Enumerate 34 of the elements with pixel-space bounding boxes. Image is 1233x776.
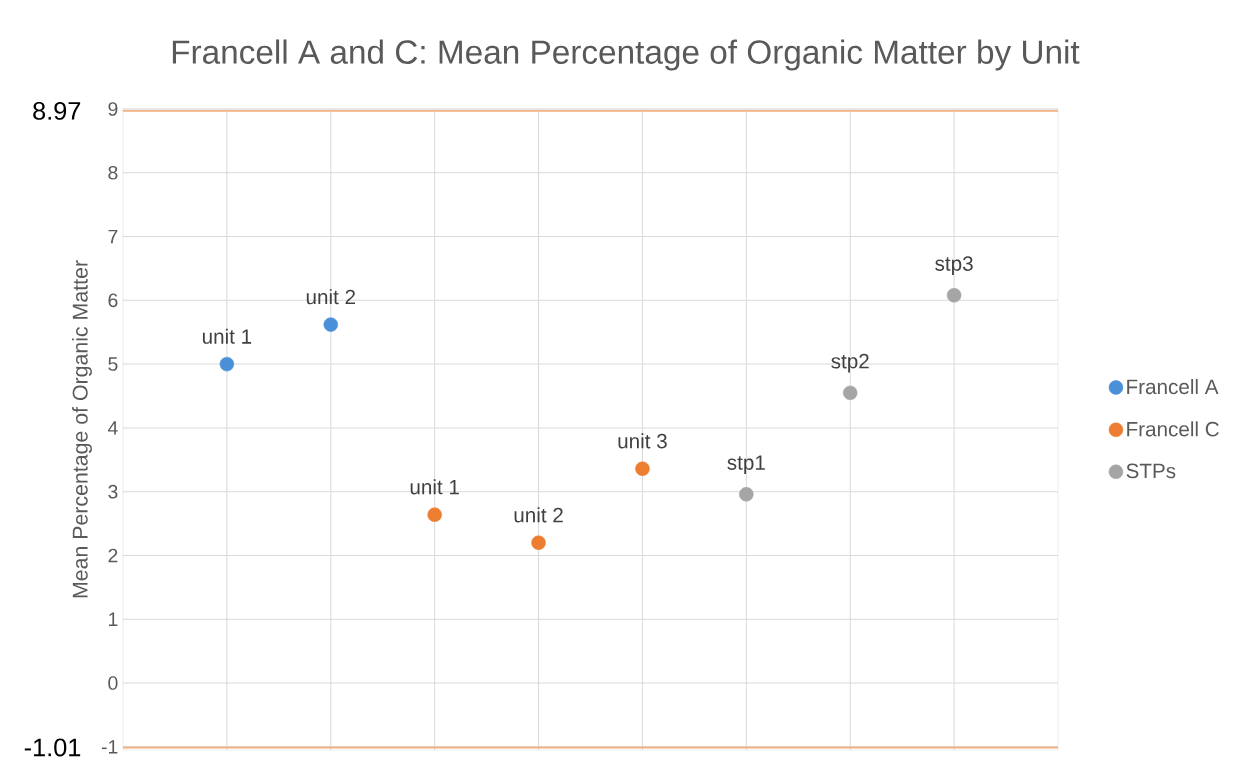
legend-label: STPs bbox=[1126, 463, 1176, 479]
data-label: stp3 bbox=[935, 256, 973, 275]
y-tick-label: 0 bbox=[108, 676, 118, 690]
point bbox=[323, 317, 338, 332]
y-tick-label: 1 bbox=[109, 612, 118, 626]
y-tick-label: 2 bbox=[108, 548, 118, 563]
point bbox=[531, 535, 546, 550]
ref-line-label: 8.97 bbox=[33, 101, 81, 120]
data-label: unit 2 bbox=[514, 507, 563, 523]
point bbox=[739, 487, 754, 502]
y-tick-label: -1 bbox=[101, 740, 118, 754]
y-tick-label: 5 bbox=[108, 357, 118, 371]
data-label: unit 2 bbox=[306, 289, 355, 305]
legend-label: Francell A bbox=[1127, 378, 1219, 395]
chart-title: Francell A and C: Mean Percentage of Organic Matter by Unit bbox=[172, 39, 1080, 71]
ref-line-label: -1.01 bbox=[24, 738, 81, 757]
y-tick-label: 3 bbox=[108, 484, 118, 499]
y-tick-label: 6 bbox=[108, 293, 118, 308]
point bbox=[635, 461, 650, 476]
point bbox=[946, 288, 962, 303]
y-tick-label: 7 bbox=[108, 229, 118, 244]
y-tick-label: 4 bbox=[107, 421, 118, 435]
point bbox=[427, 507, 442, 522]
data-label: stp1 bbox=[727, 455, 765, 474]
legend-label: Francell C bbox=[1127, 421, 1219, 437]
data-label: unit 3 bbox=[618, 433, 667, 449]
point bbox=[843, 385, 858, 401]
point bbox=[219, 356, 235, 372]
y-axis-title: Mean Percentage of Organic Matter bbox=[72, 260, 92, 598]
y-tick-label: 8 bbox=[108, 165, 118, 180]
data-label: stp2 bbox=[831, 353, 869, 373]
data-label: unit 1 bbox=[410, 479, 459, 495]
data-label: unit 1 bbox=[202, 328, 252, 344]
y-tick-label: 9 bbox=[108, 102, 118, 116]
